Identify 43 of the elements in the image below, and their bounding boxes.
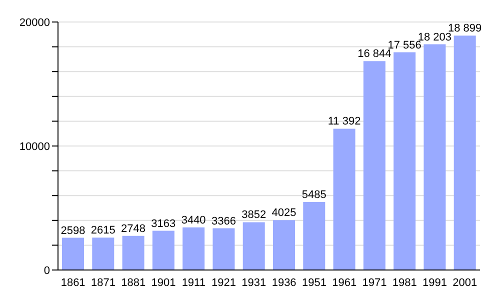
x-tick-label: 1911 <box>182 276 206 289</box>
bar <box>394 52 416 270</box>
x-tick-label: 1861 <box>60 276 86 289</box>
bar <box>363 61 386 270</box>
x-tick-label: 1981 <box>392 276 417 289</box>
data-label: 16 844 <box>358 48 392 60</box>
data-label: 3366 <box>211 215 236 228</box>
x-tick-label: 1936 <box>272 276 296 289</box>
y-tick-label: 0 <box>44 264 50 277</box>
data-label: 2615 <box>90 224 116 237</box>
bar <box>333 128 356 270</box>
data-label: 3440 <box>181 214 206 226</box>
bar <box>242 222 265 270</box>
x-tick-label: 1901 <box>151 276 176 289</box>
x-tick-label: 1881 <box>121 276 146 289</box>
bar <box>92 238 114 270</box>
data-label: 18 203 <box>418 31 452 44</box>
y-tick-label: 20000 <box>19 16 50 29</box>
x-tick-label: 1921 <box>212 276 236 289</box>
x-tick-label: 1961 <box>332 276 357 289</box>
x-tick-label: 1931 <box>242 276 266 289</box>
bar <box>182 227 205 270</box>
bar <box>212 228 235 270</box>
bar <box>424 44 446 270</box>
bar <box>152 230 174 270</box>
data-label: 11 392 <box>328 116 361 128</box>
data-label: 5485 <box>302 188 326 201</box>
data-label: 2598 <box>60 224 86 237</box>
x-tick-label: 1991 <box>422 276 448 289</box>
bar <box>62 238 84 270</box>
bar <box>122 236 144 270</box>
data-label: 2748 <box>121 222 146 235</box>
data-label: 3852 <box>242 209 266 222</box>
bar <box>303 202 326 270</box>
x-tick-label: 1951 <box>302 276 326 289</box>
bar <box>454 36 476 270</box>
x-tick-label: 1971 <box>362 276 387 289</box>
x-tick-label: 1871 <box>90 276 116 289</box>
data-label: 4025 <box>272 207 296 220</box>
data-label: 3163 <box>151 218 176 230</box>
x-tick-label: 2001 <box>452 276 478 289</box>
y-tick-label: 10000 <box>19 140 50 153</box>
bar <box>273 220 295 270</box>
